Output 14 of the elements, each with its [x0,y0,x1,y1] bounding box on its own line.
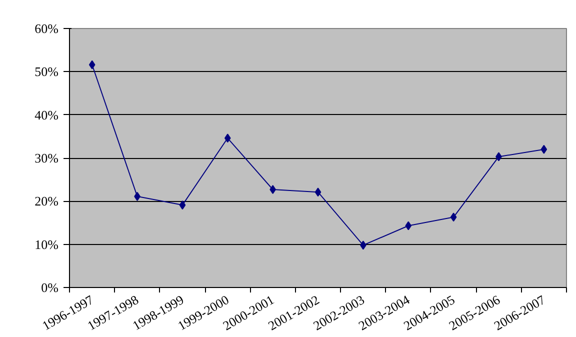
point [540,144,548,154]
point [450,212,457,222]
y-tick-label: 20% [34,194,59,209]
point [224,134,231,143]
point [88,60,96,70]
y-tick-label: 40% [34,107,59,122]
point [179,200,186,210]
y-tick-label: 10% [34,236,59,252]
y-tick-label: 50% [34,64,59,80]
point [314,188,322,197]
point [405,221,412,230]
y-tick-label: 0% [41,280,59,295]
y-tick-label: 30% [34,150,59,166]
y-tick-label: 60% [34,21,59,36]
